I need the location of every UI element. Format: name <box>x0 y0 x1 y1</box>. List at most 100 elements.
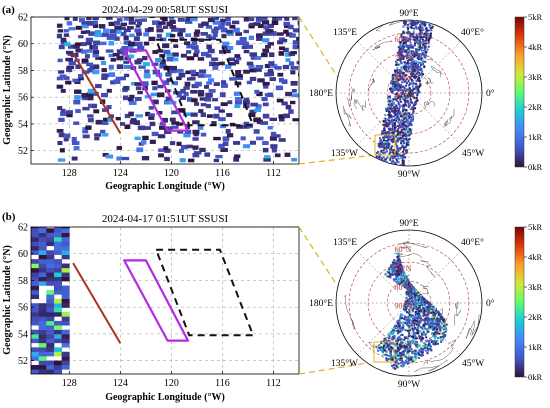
aurora-pixel <box>128 101 137 105</box>
swath-pixel <box>401 110 404 113</box>
swath-pixel <box>401 329 404 331</box>
swath-pixel <box>409 329 412 332</box>
swath-pixel <box>413 63 415 65</box>
aurora-pixel <box>226 133 234 138</box>
swath-pixel <box>395 61 398 64</box>
aurora-pixel <box>108 72 116 77</box>
swath-pixel <box>417 312 420 315</box>
swath-pixel <box>412 82 415 85</box>
swath-pixel <box>391 85 394 88</box>
aurora-pixel <box>271 20 279 25</box>
swath-pixel <box>407 105 410 108</box>
swath-pixel <box>436 332 439 335</box>
swath-pixel <box>407 344 410 347</box>
aurora-pixel <box>262 81 270 86</box>
aurora-pixel <box>270 144 278 149</box>
aurora-pixel <box>179 95 187 100</box>
aurora-pixel <box>61 303 70 308</box>
swath-pixel <box>398 131 401 134</box>
swath-pixel <box>385 144 388 147</box>
swath-pixel <box>390 348 392 351</box>
aurora-pixel <box>73 44 80 49</box>
aurora-pixel <box>169 70 177 74</box>
swath-pixel <box>434 311 437 313</box>
swath-pixel <box>412 299 415 302</box>
map-meridian-label: 0° <box>486 298 495 309</box>
swath-pixel <box>404 39 407 42</box>
swath-pixel <box>411 322 414 325</box>
aurora-pixel <box>67 44 76 49</box>
swath-pixel <box>390 114 393 117</box>
swath-pixel <box>419 317 422 320</box>
swath-pixel <box>416 352 419 355</box>
colorbar-tick-label: 4kR <box>528 252 543 262</box>
aurora-pixel <box>227 100 233 105</box>
swath-pixel <box>407 335 410 338</box>
aurora-pixel <box>134 18 143 23</box>
aurora-pixel <box>137 45 145 51</box>
swath-pixel <box>420 309 423 312</box>
swath-pixel <box>396 106 399 109</box>
swath-pixel <box>392 265 395 268</box>
swath-pixel <box>398 262 401 265</box>
aurora-pixel <box>285 91 293 97</box>
swath-pixel <box>388 105 391 108</box>
swath-pixel <box>403 56 405 58</box>
aurora-pixel <box>53 276 63 282</box>
swath-pixel <box>417 357 420 359</box>
swath-pixel <box>426 310 429 313</box>
swath-pixel <box>394 70 397 73</box>
aurora-pixel <box>192 145 199 150</box>
swath-pixel <box>418 330 421 333</box>
swath-pixel <box>399 261 402 264</box>
aurora-pixel <box>38 338 47 344</box>
swath-pixel <box>410 92 413 95</box>
swath-pixel <box>418 66 421 69</box>
swath-pixel <box>395 163 398 166</box>
aurora-pixel <box>123 85 130 91</box>
aurora-pixel <box>53 289 63 295</box>
swath-pixel <box>424 333 427 336</box>
aurora-pixel <box>143 73 151 79</box>
aurora-pixel <box>158 125 166 130</box>
aurora-pixel <box>105 49 114 53</box>
aurora-pixel <box>142 55 148 61</box>
swath-pixel <box>429 348 431 351</box>
swath-pixel <box>394 129 397 132</box>
zoom-connector-line <box>298 361 375 375</box>
swath-pixel <box>389 145 392 148</box>
swath-pixel <box>398 319 401 322</box>
swath-pixel <box>397 153 400 156</box>
swath-pixel <box>392 261 395 264</box>
aurora-pixel <box>68 61 76 66</box>
swath-pixel <box>391 80 394 83</box>
swath-pixel <box>395 64 398 66</box>
swath-pixel <box>419 82 422 85</box>
swath-pixel <box>407 359 410 362</box>
swath-pixel <box>394 117 397 120</box>
swath-pixel <box>438 319 441 322</box>
swath-pixel <box>410 297 413 300</box>
swath-pixel <box>404 64 407 67</box>
aurora-pixel <box>138 65 146 69</box>
swath-pixel <box>414 48 417 50</box>
swath-pixel <box>404 341 407 344</box>
aurora-pixel <box>38 276 47 282</box>
swath-pixel <box>414 54 417 57</box>
aurora-pixel <box>57 158 66 162</box>
swath-pixel <box>410 63 413 66</box>
swath-pixel <box>402 65 405 68</box>
swath-pixel <box>419 32 422 35</box>
swath-pixel <box>422 299 425 302</box>
swath-pixel <box>394 111 396 114</box>
aurora-pixel <box>151 62 159 66</box>
swath-pixel <box>398 108 401 110</box>
aurora-pixel <box>46 298 55 304</box>
swath-pixel <box>392 332 395 335</box>
swath-pixel <box>432 340 435 343</box>
aurora-pixel <box>229 122 236 127</box>
swath-pixel <box>417 297 420 300</box>
swath-pixel <box>408 299 411 302</box>
swath-pixel <box>414 302 417 305</box>
swath-pixel <box>436 323 439 326</box>
